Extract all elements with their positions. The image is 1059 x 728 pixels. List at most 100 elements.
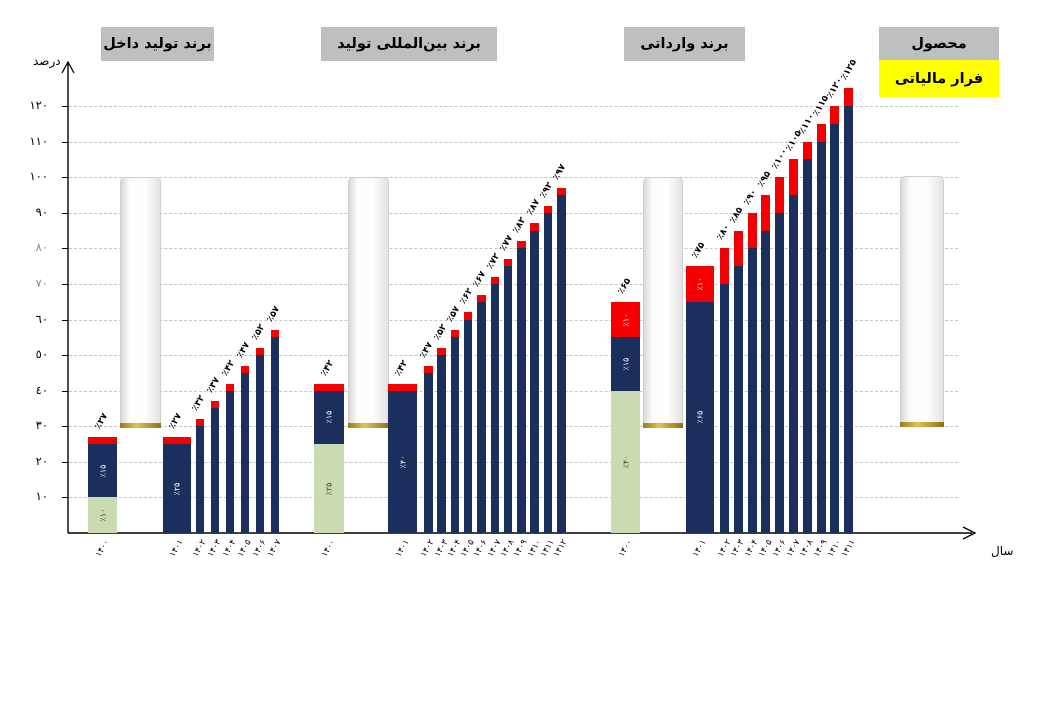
bar-segment-navy: [775, 212, 785, 533]
bar-segment-label: ٪۱۵: [98, 464, 107, 478]
bar-segment-red: [463, 312, 473, 320]
bar-segment-navy: [210, 408, 219, 533]
header-tax-evasion: فرار مالیاتی: [879, 60, 999, 97]
bar-segment-red: [314, 383, 344, 391]
bar-segment-navy: [802, 159, 812, 533]
bar-segment-navy: [424, 372, 433, 533]
gridline: [69, 106, 958, 108]
y-axis-tick: [62, 177, 68, 179]
y-tick-label: ٧٠: [35, 275, 48, 290]
bar-segment-red: [477, 294, 486, 302]
bar-segment-red: [88, 436, 117, 445]
y-tick-label: ١١٠: [29, 133, 48, 148]
group-header-imported-brand: برند وارداتی: [624, 27, 745, 61]
bar-segment-navy: [163, 444, 191, 533]
gridline: [69, 355, 958, 357]
y-tick-label: ٩٠: [35, 204, 48, 219]
cigarette-image-international: [348, 177, 389, 533]
cigarette-image-imported: [643, 177, 683, 533]
gridline: [69, 283, 958, 285]
bar-segment-navy: [816, 141, 826, 533]
bar-segment-green: [314, 444, 344, 533]
y-axis-tick: [62, 355, 68, 357]
y-axis-tick: [62, 426, 68, 428]
y-axis-tick: [62, 319, 68, 321]
bar-segment-navy: [388, 390, 417, 533]
y-axis-arrow-icon: [61, 60, 75, 74]
bar-segment-navy: [686, 301, 714, 533]
bar-segment-red: [503, 259, 513, 267]
y-axis-tick: [62, 248, 68, 250]
bar-segment-red: [225, 383, 234, 391]
bar-segment-red: [530, 223, 539, 231]
bar-segment-red: [816, 123, 826, 142]
bar-segment-red: [163, 436, 191, 445]
y-axis-tick: [62, 141, 68, 143]
y-tick-label: ٣٠: [35, 418, 48, 433]
bar-segment-red: [240, 365, 249, 373]
y-axis-tick: [62, 106, 68, 108]
bar-segment-red: [830, 106, 840, 124]
group-header-domestic-brand: برند تولید داخل: [101, 27, 214, 61]
cigarette-filter: [643, 428, 683, 533]
bar-segment-red: [747, 212, 757, 249]
bar-segment-navy: [844, 106, 854, 533]
bar-segment-navy: [463, 319, 473, 533]
x-axis-arrow-icon: [962, 526, 977, 540]
bar-segment-navy: [225, 390, 234, 533]
cigarette-band: [120, 423, 161, 428]
bar-segment-label: ٪۱۵: [324, 410, 334, 424]
bar-segment-navy: [314, 390, 344, 445]
bar-segment-red: [270, 330, 279, 338]
y-tick-label: ٢٠: [35, 453, 48, 468]
bar-segment-red: [490, 276, 499, 284]
bar-segment-label: ٪۴۰: [398, 455, 407, 469]
bar-segment-label: ٪۱۵: [621, 357, 630, 371]
cigarette-filter: [120, 428, 161, 533]
y-tick-label: ٤٠: [35, 382, 48, 397]
bar-segment-red: [517, 241, 526, 249]
bar-segment-red: [686, 266, 714, 302]
bar-segment-red: [543, 205, 553, 213]
gridline: [69, 141, 958, 143]
x-axis-title: سال: [991, 544, 1014, 558]
bar-segment-navy: [477, 301, 486, 533]
bar-segment-label: ٪۴۰: [621, 455, 630, 469]
header-product: محصول: [879, 27, 999, 60]
gridline: [69, 461, 958, 463]
bar-segment-red: [450, 330, 460, 338]
bar-segment-red: [437, 347, 446, 356]
bar-segment-navy: [733, 266, 743, 533]
cigarette-filter: [900, 427, 944, 533]
bar-segment-navy: [611, 337, 640, 391]
cigarette-image-smuggled: [900, 176, 944, 533]
bar-segment-navy: [789, 194, 798, 533]
cigarette-band: [643, 423, 683, 428]
bar-segment-red: [557, 187, 566, 195]
bar-segment-navy: [543, 212, 553, 533]
gridline: [69, 212, 958, 214]
bar-segment-navy: [450, 337, 460, 533]
y-tick-label: ١٠٠: [29, 169, 48, 184]
bar-segment-navy: [196, 426, 204, 533]
bar-segment-red: [733, 230, 743, 267]
bar-segment-navy: [720, 283, 729, 533]
bar-segment-red: [388, 383, 417, 391]
bar-segment-red: [210, 401, 219, 409]
bar-segment-red: [196, 419, 204, 427]
bar-segment-navy: [761, 230, 771, 533]
bar-segment-navy: [747, 248, 757, 533]
bar-segment-green: [88, 497, 117, 533]
bar-segment-green: [611, 390, 640, 533]
y-axis-tick: [62, 283, 68, 285]
bar-segment-label: ٪۲۵: [172, 482, 182, 495]
y-tick-label: ٦٠: [35, 311, 48, 326]
gridline: [69, 390, 958, 392]
bar-segment-navy: [830, 123, 840, 533]
y-axis-tick: [62, 390, 68, 392]
bar-segment-red: [720, 248, 729, 284]
bar-segment-navy: [88, 444, 117, 498]
cigarette-image-domestic: [120, 177, 161, 533]
y-tick-label: ١٠: [35, 489, 48, 504]
